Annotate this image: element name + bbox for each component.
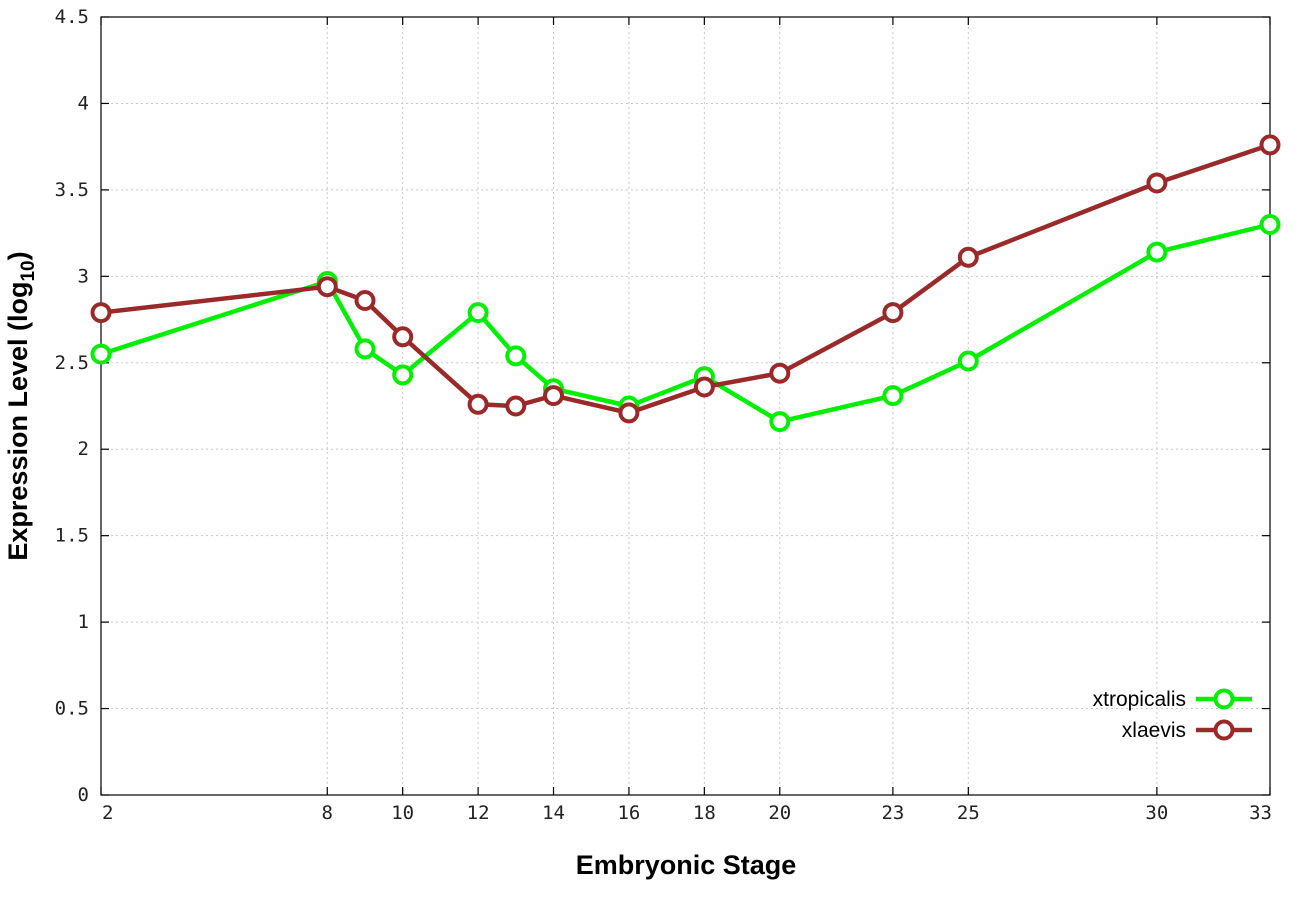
series-group xyxy=(90,134,1281,433)
y-axis-title: Expression Level (log10) xyxy=(3,251,39,560)
legend-marker-xtropicalis xyxy=(1213,688,1235,710)
series-line-xlaevis xyxy=(100,142,1271,416)
y-tick-label-7: 3.5 xyxy=(55,179,89,201)
y-tick-label-9: 4.5 xyxy=(55,6,89,28)
y-tick-label-5: 2.5 xyxy=(55,352,89,374)
y-tick-label-2: 1 xyxy=(78,611,89,633)
data-point-xlaevis-16 xyxy=(618,402,640,424)
data-point-xtropicalis-10 xyxy=(392,364,414,386)
legend-label-xtropicalis: xtropicalis xyxy=(1093,688,1186,711)
data-point-xlaevis-12 xyxy=(467,393,489,415)
legend: xtropicalis xlaevis xyxy=(1093,688,1252,742)
x-axis-title: Embryonic Stage xyxy=(576,850,797,880)
y-tick-label-8: 4 xyxy=(78,92,89,114)
data-point-xlaevis-13 xyxy=(505,395,527,417)
plot-frame xyxy=(100,16,1271,796)
x-tick-label-8: 23 xyxy=(881,802,904,824)
data-point-xtropicalis-25 xyxy=(957,350,979,372)
data-point-xtropicalis-2 xyxy=(90,343,112,365)
y-tick-label-3: 1.5 xyxy=(55,525,89,547)
legend-label-xlaevis: xlaevis xyxy=(1122,719,1186,742)
y-axis-title-close: ) xyxy=(3,251,33,260)
y-tick-label-4: 2 xyxy=(78,438,89,460)
x-tick-label-3: 12 xyxy=(467,802,490,824)
grid xyxy=(101,17,1270,795)
x-tick-label-1: 8 xyxy=(322,802,333,824)
x-tick-label-7: 20 xyxy=(768,802,791,824)
data-point-xlaevis-9 xyxy=(354,290,376,311)
y-axis-title-main: Expression Level (log xyxy=(3,282,33,561)
y-axis-title-subscript: 10 xyxy=(18,260,39,281)
data-point-xlaevis-18 xyxy=(693,376,715,398)
y-tick-label-0: 0 xyxy=(78,784,89,806)
data-point-xtropicalis-30 xyxy=(1146,241,1168,263)
data-point-xlaevis-2 xyxy=(90,302,112,324)
data-point-xlaevis-20 xyxy=(769,362,791,384)
y-tick-label-1: 0.5 xyxy=(55,698,89,720)
data-point-xlaevis-23 xyxy=(882,302,904,324)
x-tick-label-5: 16 xyxy=(617,802,640,824)
data-point-xtropicalis-23 xyxy=(882,385,904,407)
data-point-xtropicalis-13 xyxy=(505,345,527,367)
x-tick-label-9: 25 xyxy=(957,802,980,824)
x-tick-label-0: 2 xyxy=(102,802,113,824)
x-tick-label-11: 33 xyxy=(1249,802,1272,824)
legend-marker-xlaevis xyxy=(1213,719,1235,741)
data-point-xlaevis-33 xyxy=(1259,134,1281,156)
legend-entry-xlaevis: xlaevis xyxy=(1122,719,1252,742)
data-point-xtropicalis-9 xyxy=(354,338,376,360)
data-point-xlaevis-14 xyxy=(543,385,564,407)
data-point-xlaevis-30 xyxy=(1146,172,1168,194)
x-tick-label-4: 14 xyxy=(542,802,565,824)
series-xlaevis xyxy=(90,134,1281,424)
data-point-xtropicalis-33 xyxy=(1259,214,1281,235)
series-xtropicalis xyxy=(90,214,1281,433)
legend-entry-xtropicalis: xtropicalis xyxy=(1093,688,1252,711)
y-tick-label-6: 3 xyxy=(78,265,89,287)
x-tick-label-2: 10 xyxy=(391,802,414,824)
x-tick-label-10: 30 xyxy=(1145,802,1168,824)
axis-ticks: 0 0.5 1 1.5 2 2.5 3 3.5 4 4.5 2 8 10 12 14 16 18 20 23 25 30… xyxy=(55,6,1272,824)
data-point-xlaevis-10 xyxy=(392,326,414,348)
data-point-xlaevis-8 xyxy=(316,276,338,298)
data-point-xtropicalis-20 xyxy=(769,411,791,433)
data-point-xtropicalis-12 xyxy=(467,302,489,324)
x-tick-label-6: 18 xyxy=(693,802,716,824)
data-point-xlaevis-25 xyxy=(957,246,979,268)
